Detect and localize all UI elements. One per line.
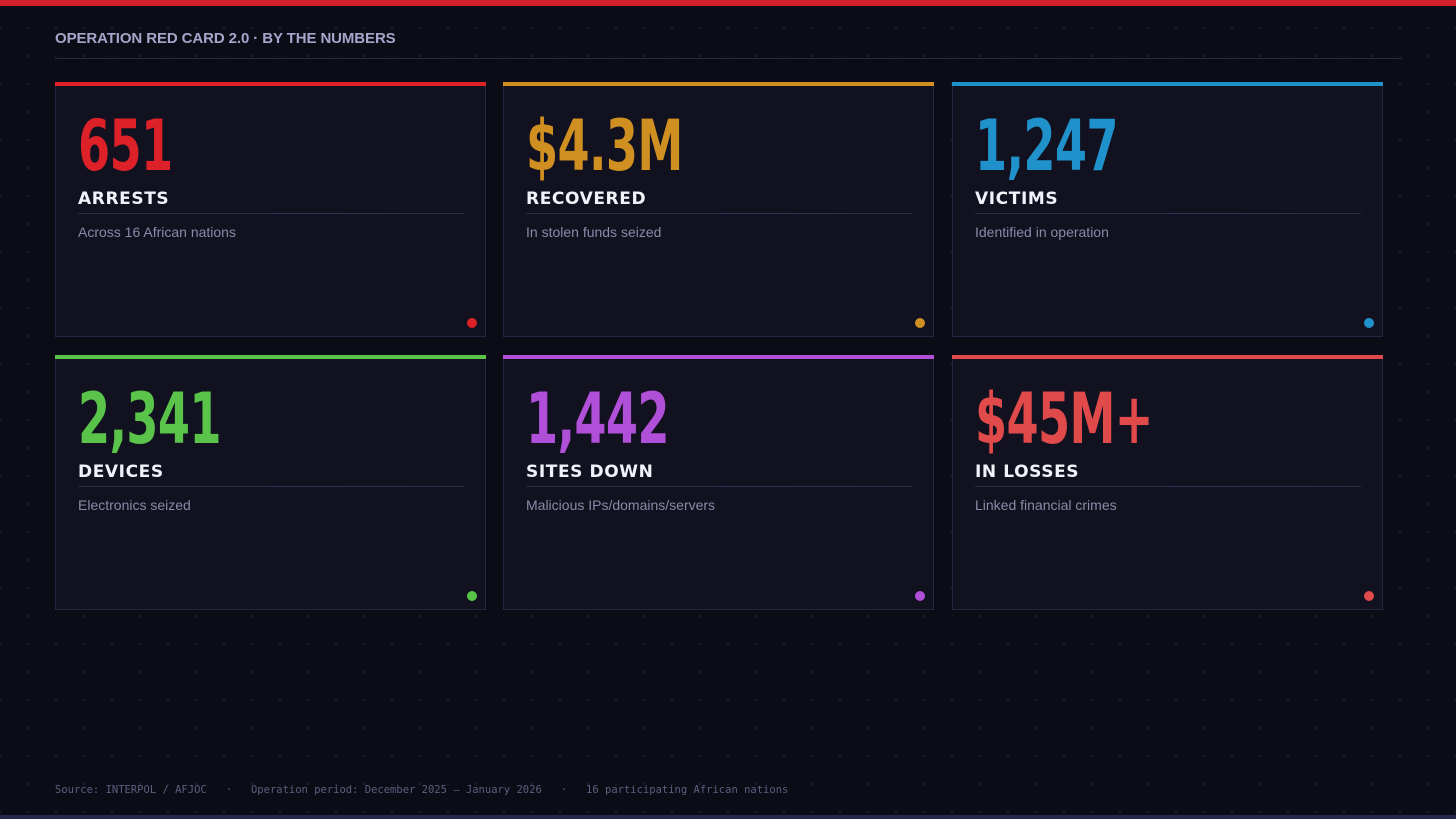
- stat-description: Identified in operation: [975, 224, 1109, 240]
- footer-separator: ·: [560, 784, 568, 796]
- status-dot-icon: [1364, 318, 1374, 328]
- stat-value: 1,247: [975, 105, 1118, 187]
- stat-description: Electronics seized: [78, 497, 191, 513]
- status-dot-icon: [915, 591, 925, 601]
- page-title: OPERATION RED CARD 2.0 · BY THE NUMBERS: [55, 30, 396, 47]
- footer: Source: INTERPOL / AFJOC · Operation per…: [55, 784, 788, 796]
- page-header: OPERATION RED CARD 2.0 · BY THE NUMBERS: [55, 30, 1402, 59]
- footer-period: Operation period: December 2025 – Januar…: [250, 784, 542, 796]
- stat-value: 1,442: [526, 378, 669, 460]
- card-accent-bar: [503, 355, 934, 359]
- stat-card-sites-down: 1,442 SITES DOWN Malicious IPs/domains/s…: [503, 355, 934, 610]
- card-accent-bar: [55, 355, 486, 359]
- footer-nations: 16 participating African nations: [586, 784, 789, 796]
- card-divider: [975, 486, 1361, 487]
- stat-label: DEVICES: [78, 462, 164, 482]
- stat-label: VICTIMS: [975, 189, 1059, 209]
- stat-label: IN LOSSES: [975, 462, 1080, 482]
- card-accent-bar: [952, 82, 1383, 86]
- stat-label: SITES DOWN: [526, 462, 654, 482]
- stat-description: Linked financial crimes: [975, 497, 1117, 513]
- stat-card-recovered: $4.3M RECOVERED In stolen funds seized: [503, 82, 934, 337]
- status-dot-icon: [467, 318, 477, 328]
- card-divider: [975, 213, 1361, 214]
- stat-label: ARRESTS: [78, 189, 170, 209]
- stat-card-arrests: 651 ARRESTS Across 16 African nations: [55, 82, 486, 337]
- stat-value: 2,341: [78, 378, 221, 460]
- stat-value: $4.3M: [526, 105, 683, 187]
- stat-card-devices: 2,341 DEVICES Electronics seized: [55, 355, 486, 610]
- card-divider: [78, 213, 464, 214]
- card-divider: [526, 486, 912, 487]
- footer-separator: ·: [225, 784, 233, 796]
- status-dot-icon: [467, 591, 477, 601]
- stat-description: In stolen funds seized: [526, 224, 662, 240]
- stat-label: RECOVERED: [526, 189, 647, 209]
- status-dot-icon: [1364, 591, 1374, 601]
- stat-value: $45M+: [975, 378, 1153, 460]
- stat-description: Malicious IPs/domains/servers: [526, 497, 716, 513]
- stat-value: 651: [78, 105, 173, 187]
- card-accent-bar: [55, 82, 486, 86]
- top-accent-bar: [0, 0, 1456, 6]
- footer-source: Source: INTERPOL / AFJOC: [55, 784, 207, 796]
- stat-card-losses: $45M+ IN LOSSES Linked financial crimes: [952, 355, 1383, 610]
- card-accent-bar: [503, 82, 934, 86]
- card-divider: [526, 213, 912, 214]
- card-accent-bar: [952, 355, 1383, 359]
- status-dot-icon: [915, 318, 925, 328]
- stat-description: Across 16 African nations: [78, 224, 236, 240]
- card-divider: [78, 486, 464, 487]
- stat-card-victims: 1,247 VICTIMS Identified in operation: [952, 82, 1383, 337]
- bottom-accent-bar: [0, 815, 1456, 819]
